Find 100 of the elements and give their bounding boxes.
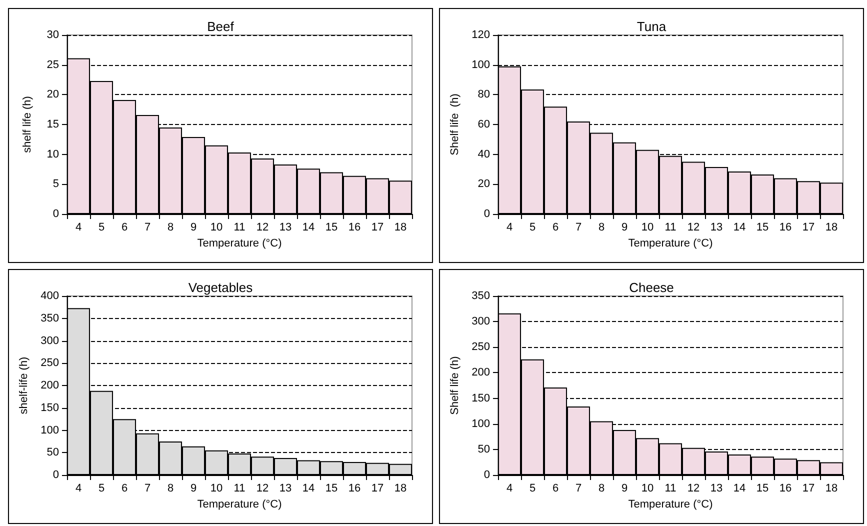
x-tick-label: 15 <box>325 222 338 234</box>
y-tick-label: 100 <box>40 424 59 436</box>
y-tick-label: 350 <box>472 290 490 302</box>
x-tick-label: 11 <box>234 222 246 234</box>
y-tick-label: 50 <box>46 446 59 459</box>
x-tick-label: 5 <box>98 222 105 234</box>
x-tick-label: 9 <box>621 482 628 494</box>
x-tick-label: 8 <box>167 222 174 234</box>
x-tick-label: 9 <box>621 222 628 234</box>
y-tick-label: 40 <box>478 148 490 160</box>
x-tick-label: 7 <box>575 222 582 234</box>
y-tick-label: 400 <box>40 290 59 302</box>
x-tick-label: 7 <box>144 482 151 494</box>
y-tick-label: 30 <box>46 29 59 41</box>
x-tick-label: 9 <box>190 222 197 234</box>
x-tick-label: 8 <box>598 482 605 494</box>
x-tick-label: 6 <box>552 482 559 494</box>
chart-title: Cheese <box>629 280 674 295</box>
x-tick-label: 6 <box>121 482 128 494</box>
y-axis-title: shelf-life (h) <box>18 356 30 414</box>
x-tick-label: 16 <box>779 482 792 494</box>
x-tick-label: 12 <box>256 482 269 494</box>
x-tick-label: 10 <box>641 222 654 234</box>
y-axis-title: Shelf life (h) <box>449 356 462 415</box>
x-tick-label: 10 <box>210 222 223 234</box>
x-tick-label: 17 <box>802 222 815 234</box>
x-tick-label: 4 <box>75 482 82 494</box>
y-tick-label: 60 <box>478 118 490 130</box>
y-tick-label: 100 <box>472 58 490 71</box>
x-tick-label: 15 <box>325 482 338 494</box>
x-tick-label: 5 <box>98 482 105 494</box>
y-tick-label: 250 <box>40 357 59 370</box>
x-tick-label: 12 <box>256 222 269 234</box>
y-axis-title: Shelf life (h) <box>449 94 462 156</box>
x-tick-label: 9 <box>190 482 197 494</box>
y-tick-label: 10 <box>46 148 59 160</box>
x-tick-label: 16 <box>348 222 361 234</box>
x-tick-label: 11 <box>234 482 246 494</box>
x-axis-title: Temperature (°C) <box>628 238 713 250</box>
y-tick-label: 5 <box>52 178 59 190</box>
y-tick-label: 50 <box>478 443 490 456</box>
x-tick-label: 8 <box>598 222 605 234</box>
x-axis-title: Temperature (°C) <box>628 498 713 510</box>
x-tick-label: 16 <box>348 482 361 494</box>
y-tick-label: 300 <box>472 316 490 328</box>
y-tick-label: 0 <box>484 469 490 481</box>
y-tick-label: 250 <box>472 341 490 354</box>
chart-title: Tuna <box>636 19 667 34</box>
x-tick-label: 12 <box>687 482 700 494</box>
chart-title: Beef <box>207 19 234 34</box>
x-tick-label: 4 <box>506 222 513 234</box>
y-tick-label: 150 <box>472 392 490 404</box>
x-tick-label: 18 <box>825 482 838 494</box>
x-tick-label: 8 <box>167 482 174 494</box>
x-tick-label: 15 <box>756 222 769 234</box>
y-tick-label: 15 <box>46 118 59 130</box>
x-tick-label: 13 <box>710 222 723 234</box>
y-tick-label: 200 <box>40 380 59 392</box>
x-tick-label: 17 <box>371 482 384 494</box>
x-tick-label: 13 <box>279 222 292 234</box>
x-tick-label: 18 <box>394 222 407 234</box>
y-tick-label: 150 <box>40 402 59 414</box>
x-tick-label: 11 <box>664 482 676 494</box>
x-tick-label: 7 <box>144 222 151 234</box>
x-tick-label: 17 <box>802 482 815 494</box>
y-tick-label: 200 <box>472 366 490 379</box>
x-tick-label: 6 <box>121 222 128 234</box>
y-tick-label: 300 <box>40 334 59 347</box>
x-tick-label: 17 <box>371 222 384 234</box>
x-tick-label: 14 <box>733 482 746 494</box>
x-tick-label: 6 <box>552 222 559 234</box>
y-tick-label: 20 <box>478 178 490 190</box>
y-tick-label: 100 <box>472 418 490 430</box>
x-tick-label: 18 <box>394 482 407 494</box>
x-tick-label: 16 <box>779 222 792 234</box>
y-tick-label: 120 <box>472 29 490 41</box>
x-tick-label: 14 <box>302 482 315 494</box>
y-tick-label: 20 <box>46 88 59 101</box>
x-axis-title: Temperature (°C) <box>197 498 282 510</box>
x-tick-label: 10 <box>210 482 223 494</box>
x-tick-label: 7 <box>575 482 582 494</box>
x-tick-label: 15 <box>756 482 769 494</box>
y-tick-label: 80 <box>478 88 490 101</box>
chart-title: Vegetables <box>188 280 254 295</box>
y-axis-title: shelf life (h) <box>22 96 34 153</box>
x-tick-label: 5 <box>529 482 536 494</box>
y-tick-label: 25 <box>46 58 59 71</box>
x-tick-label: 13 <box>710 482 723 494</box>
x-tick-label: 18 <box>825 222 838 234</box>
x-tick-label: 10 <box>641 482 654 494</box>
y-tick-label: 0 <box>52 469 59 481</box>
y-tick-label: 0 <box>52 208 59 220</box>
y-tick-label: 0 <box>484 208 490 220</box>
x-tick-label: 12 <box>687 222 700 234</box>
x-tick-label: 14 <box>733 222 746 234</box>
x-tick-label: 11 <box>664 222 676 234</box>
x-tick-label: 4 <box>506 482 513 494</box>
x-tick-label: 5 <box>529 222 536 234</box>
x-tick-label: 14 <box>302 222 315 234</box>
x-axis-title: Temperature (°C) <box>197 238 282 250</box>
